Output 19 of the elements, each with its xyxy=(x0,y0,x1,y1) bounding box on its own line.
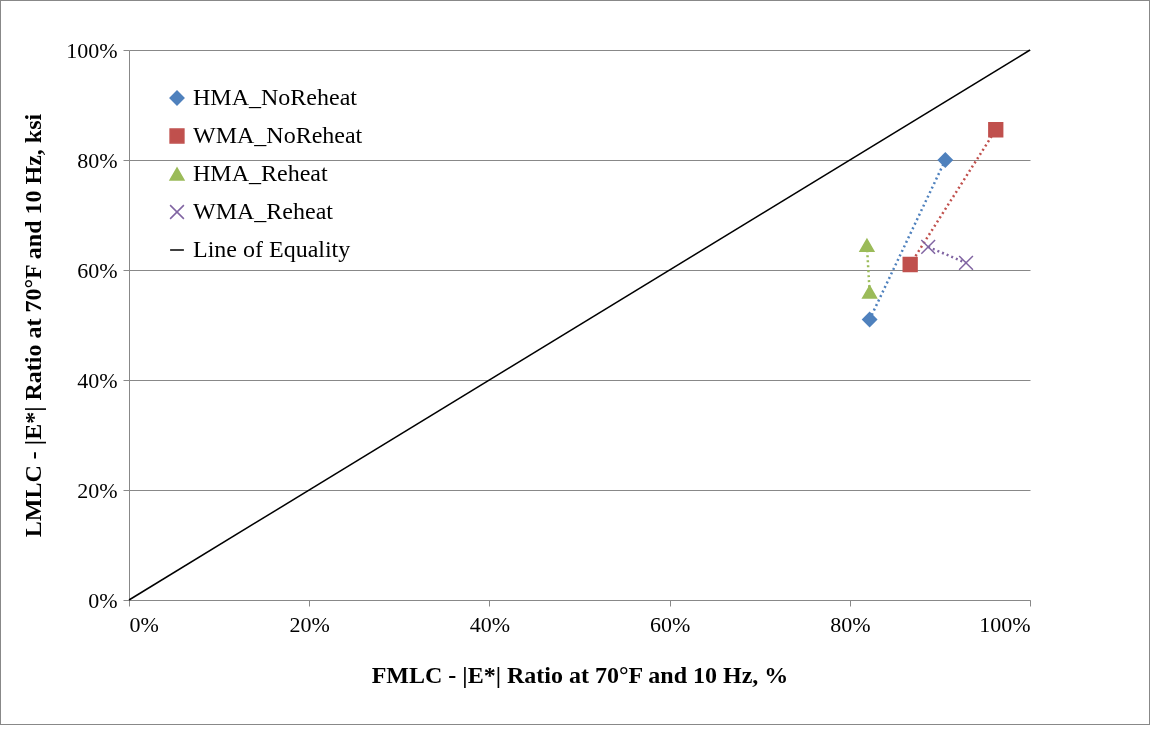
x-tick-label: 80% xyxy=(830,611,871,637)
legend-label: Line of Equality xyxy=(193,236,351,262)
y-tick-label: 20% xyxy=(77,477,118,503)
legend-label: WMA_Reheat xyxy=(193,198,334,224)
y-tick-label: 60% xyxy=(77,257,118,283)
y-tick-label: 80% xyxy=(77,147,118,173)
x-tick-label: 40% xyxy=(469,611,511,637)
y-tick-label: 40% xyxy=(77,367,118,393)
y-tick-label: 100% xyxy=(66,37,118,63)
x-tick-label: 0% xyxy=(129,611,159,637)
x-tick-label: 60% xyxy=(649,611,691,637)
x-tick-label: 100% xyxy=(979,611,1031,637)
legend-label: HMA_Reheat xyxy=(193,160,328,186)
y-tick-label: 0% xyxy=(88,587,118,613)
x-tick-label: 20% xyxy=(289,611,330,637)
legend-label: WMA_NoReheat xyxy=(193,122,363,148)
x-axis-title: FMLC - |E*| Ratio at 70°F and 10 Hz, % xyxy=(371,661,789,688)
legend-label: HMA_NoReheat xyxy=(193,84,358,110)
y-axis-title: LMLC - |E*| Ratio at 70°F and 10 Hz, ksi xyxy=(20,113,47,538)
